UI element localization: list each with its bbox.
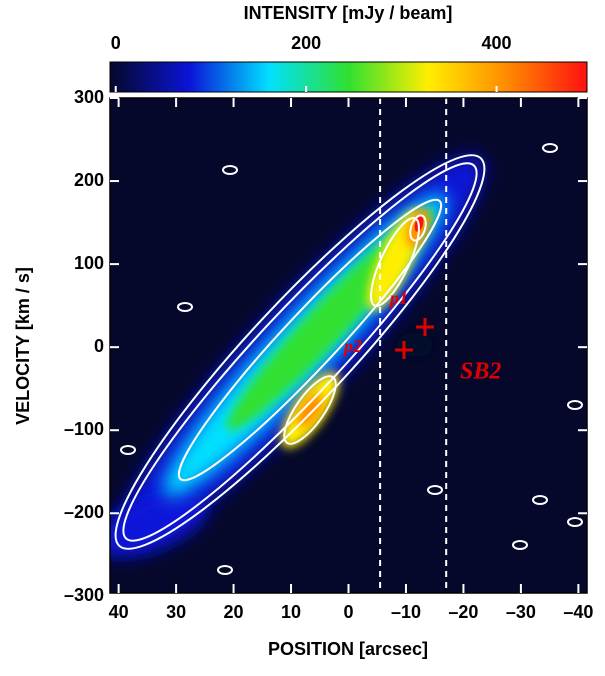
colorbar-tick-label: 0 — [111, 33, 121, 53]
emission — [296, 392, 324, 428]
contour — [177, 302, 193, 312]
y-tick-label: 0 — [94, 336, 104, 356]
contour — [427, 485, 443, 495]
contour — [122, 162, 478, 542]
annotation: p1 — [388, 288, 408, 308]
colorbar — [109, 61, 588, 93]
x-tick-label: 40 — [109, 602, 129, 622]
x-tick-label: 10 — [281, 602, 301, 622]
x-tick-label: –10 — [391, 602, 421, 622]
x-tick-label: 30 — [166, 602, 186, 622]
emission — [397, 333, 433, 357]
contour — [512, 540, 528, 550]
y-tick-label: 100 — [74, 253, 104, 273]
contour — [120, 445, 136, 455]
emission — [110, 493, 208, 557]
y-tick-label: 200 — [74, 170, 104, 190]
y-tick-label: 300 — [74, 87, 104, 107]
colorbar-tick-label: 400 — [482, 33, 512, 53]
x-axis-title: POSITION [arcsec] — [268, 639, 428, 659]
contour — [542, 143, 558, 153]
y-tick-label: –300 — [64, 585, 104, 605]
contour — [217, 565, 233, 575]
contour — [532, 495, 548, 505]
x-tick-label: –20 — [448, 602, 478, 622]
annotation: p2 — [342, 336, 362, 356]
contour — [177, 198, 443, 482]
colorbar-tick-label: 200 — [291, 33, 321, 53]
contour — [283, 375, 337, 445]
contour — [409, 214, 427, 242]
y-tick-label: –200 — [64, 502, 104, 522]
contour — [222, 165, 238, 175]
annotation: SB2 — [460, 359, 501, 385]
x-tick-label: –30 — [506, 602, 536, 622]
contour — [567, 400, 583, 410]
heatmap — [110, 98, 587, 593]
y-axis-title: VELOCITY [km / s] — [13, 267, 33, 425]
colorbar-title: INTENSITY [mJy / beam] — [244, 3, 453, 23]
x-tick-label: 20 — [224, 602, 244, 622]
x-tick-label: –40 — [563, 602, 593, 622]
x-tick-label: 0 — [343, 602, 353, 622]
contour — [567, 517, 583, 527]
y-tick-label: –100 — [64, 419, 104, 439]
